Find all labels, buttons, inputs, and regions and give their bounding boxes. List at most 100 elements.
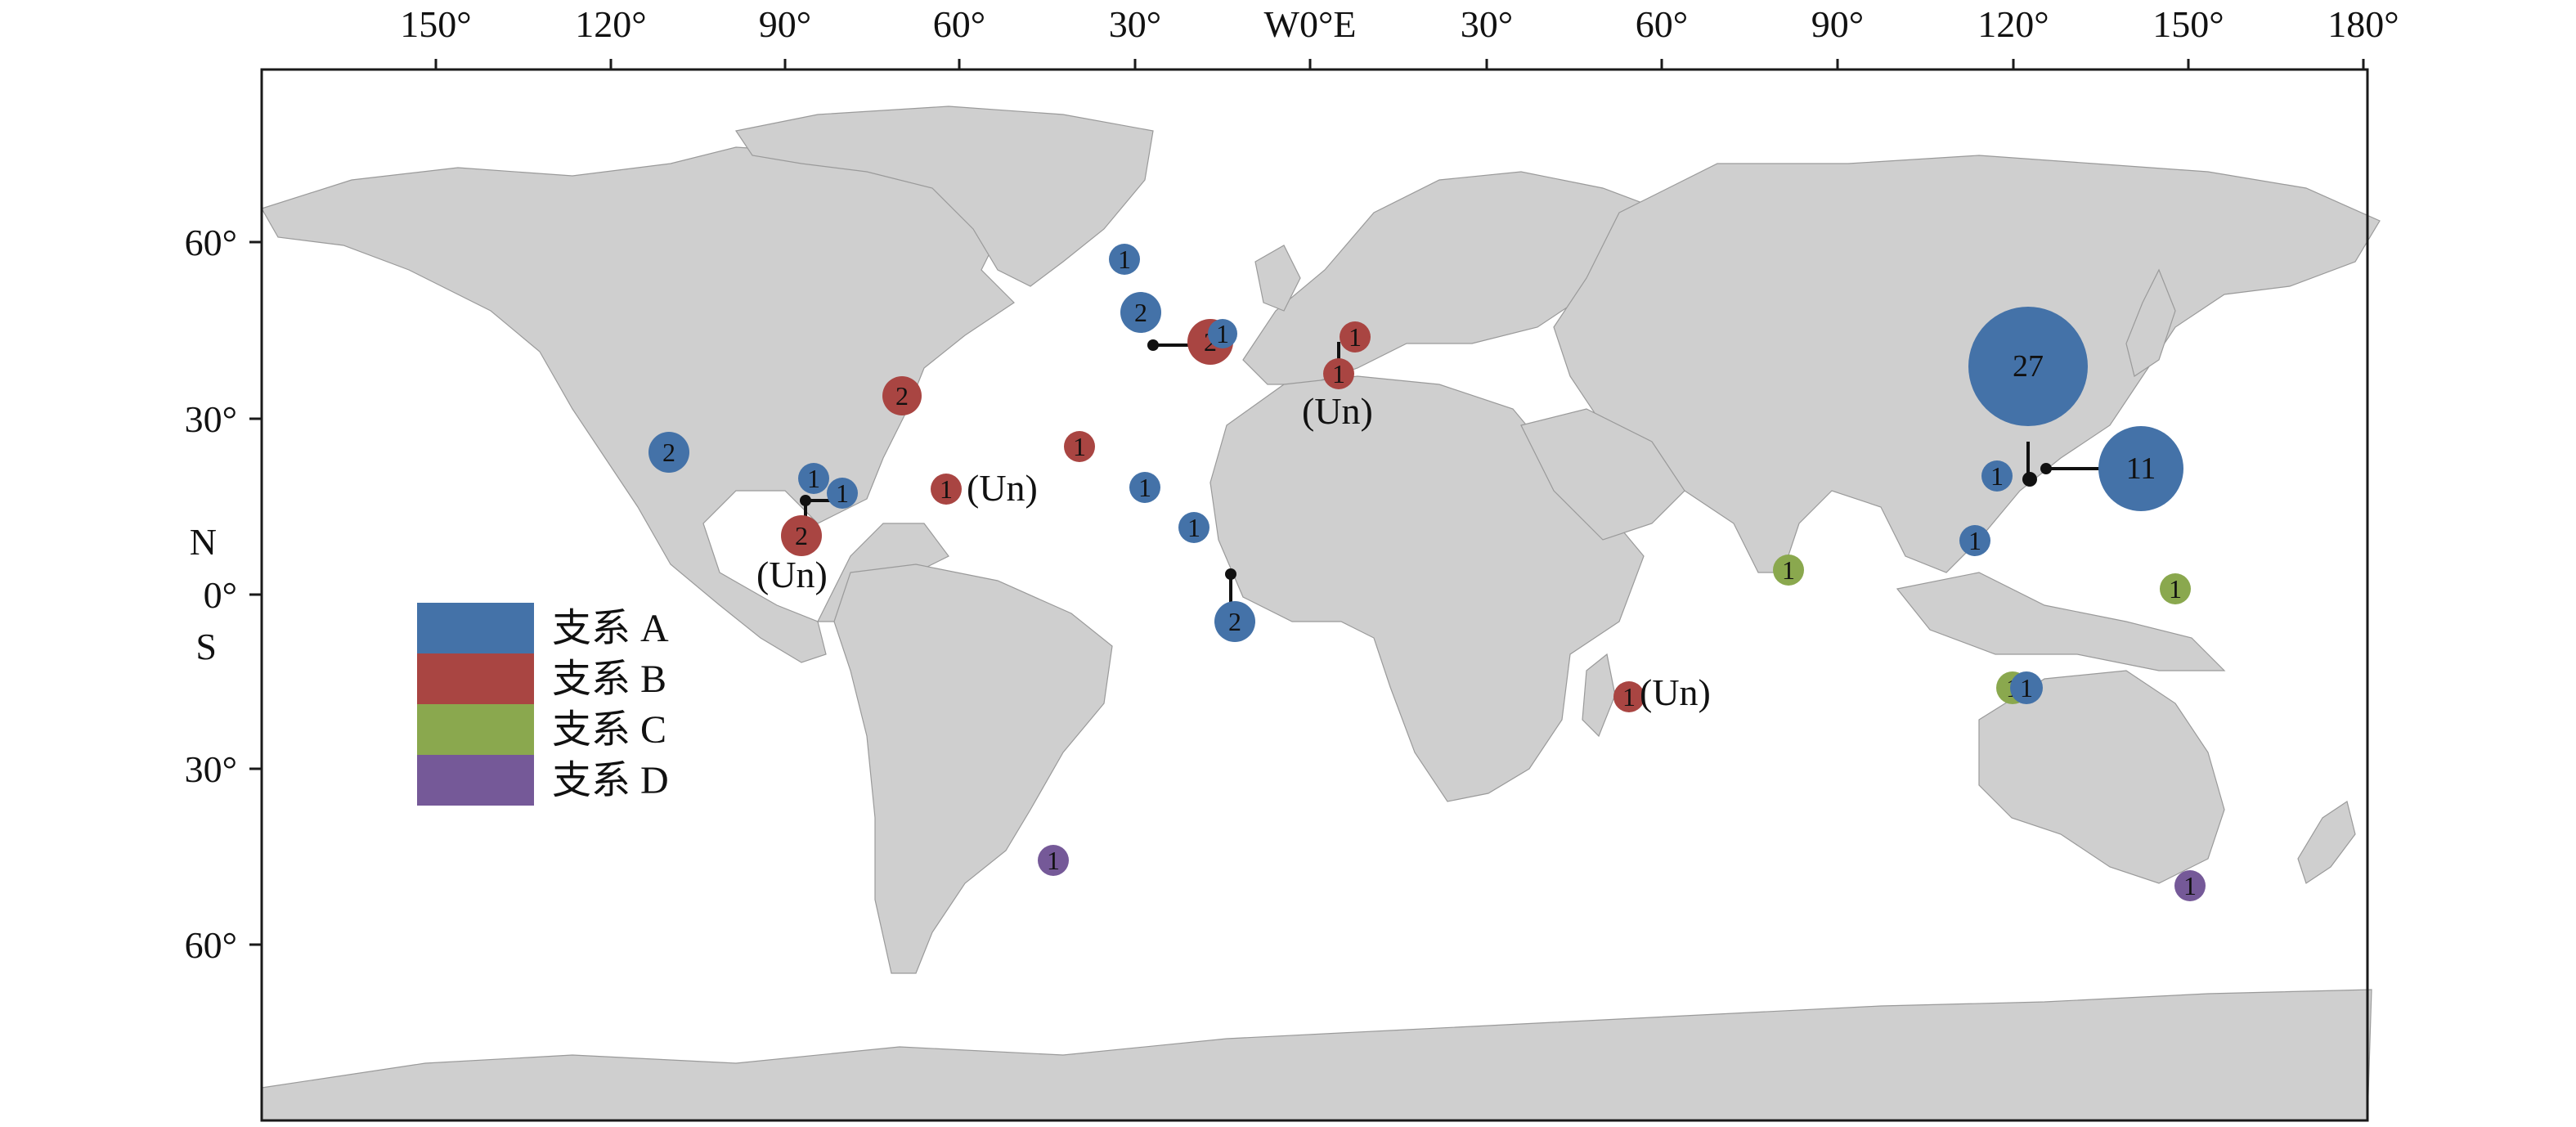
marker-count-label: 1	[940, 474, 953, 504]
latitude-ticks: 60° 30° N 0° S 30° 60°	[185, 222, 262, 966]
legend-label-clade-b: 支系 B	[552, 658, 666, 701]
leader-dot-caribbean	[800, 495, 811, 506]
sample-marker-clade-a: 1	[1208, 319, 1237, 348]
leader-dot-china	[2022, 472, 2037, 487]
callout-caribbean-east: (Un)	[967, 467, 1038, 509]
marker-count-label: 1	[807, 464, 820, 493]
marker-count-label: 1	[1047, 846, 1060, 875]
sample-marker-clade-b: 2	[781, 515, 822, 556]
landmass-layer	[261, 106, 2381, 1121]
longitude-tick-label: 30°	[1109, 3, 1161, 45]
sample-marker-clade-a: 1	[2010, 671, 2043, 704]
marker-count-label: 1	[1349, 322, 1362, 352]
callout-mauritius: (Un)	[1640, 671, 1711, 713]
marker-circle	[648, 432, 689, 473]
longitude-tick-label: 90°	[1811, 3, 1864, 45]
sample-marker-clade-c: 1	[2160, 573, 2191, 604]
marker-count-label: 1	[2169, 574, 2182, 604]
longitude-tick-label: 30°	[1461, 3, 1513, 45]
leader-dot-azores	[1147, 339, 1159, 351]
marker-circle	[1968, 307, 2088, 426]
marker-circle	[1959, 525, 1990, 556]
legend-label-clade-a: 支系 A	[552, 607, 669, 650]
sample-marker-clade-a: 1	[1129, 472, 1160, 503]
longitude-tick-label: W0°E	[1264, 3, 1357, 45]
latitude-tick-label: S	[195, 626, 217, 667]
landmass-africa	[1209, 375, 1645, 802]
legend-label-clade-c: 支系 C	[552, 708, 666, 752]
latitude-tick-label: N	[190, 521, 217, 563]
marker-count-label: 2	[1134, 298, 1147, 327]
latitude-tick-label: 30°	[185, 748, 237, 790]
marker-count-label: 1	[2183, 871, 2197, 900]
marker-count-label: 1	[1138, 473, 1151, 502]
sample-marker-clade-a: 1	[827, 478, 858, 509]
unassigned-callouts: (Un) (Un) (Un) (Un)	[756, 390, 1711, 713]
marker-count-label: 2	[895, 381, 909, 411]
marker-circle	[1323, 358, 1354, 389]
legend-swatch-clade-b	[417, 653, 534, 704]
sample-marker-clade-d: 1	[1038, 845, 1069, 876]
sample-marker-clade-c: 1	[1773, 555, 1804, 586]
marker-count-label: 1	[1782, 555, 1795, 585]
sample-marker-clade-a: 11	[2098, 426, 2183, 511]
leader-dot-taiwan	[2040, 463, 2052, 474]
sample-marker-clade-a: 2	[648, 432, 689, 473]
sample-marker-clade-d: 1	[2174, 870, 2206, 901]
legend-label-clade-d: 支系 D	[552, 759, 669, 802]
longitude-tick-label: 120°	[575, 3, 646, 45]
marker-count-label: 1	[1968, 526, 1981, 555]
longitude-tick-label: 150°	[2152, 3, 2224, 45]
marker-count-label: 2	[662, 438, 675, 467]
marker-circle	[781, 515, 822, 556]
landmass-japan	[2125, 268, 2176, 377]
marker-count-label: 11	[2126, 451, 2156, 486]
longitude-tick-label: 60°	[933, 3, 985, 45]
landmass-antarctica	[261, 989, 2372, 1121]
landmass-arabia	[1520, 408, 1685, 541]
marker-count-label: 2	[1228, 607, 1241, 636]
marker-circle	[1109, 244, 1140, 275]
longitude-tick-label: 120°	[1977, 3, 2049, 45]
longitude-tick-label: 150°	[400, 3, 471, 45]
legend: 支系 A 支系 B 支系 C 支系 D	[417, 603, 669, 806]
sample-marker-clade-a: 27	[1968, 307, 2088, 426]
marker-circle	[1340, 321, 1371, 352]
callout-mediterranean: (Un)	[1302, 390, 1373, 432]
sample-marker-clade-a: 1	[1981, 460, 2013, 492]
marker-circle	[931, 474, 962, 505]
sample-marker-clade-a: 1	[798, 463, 829, 494]
marker-count-label: 27	[2013, 349, 2044, 384]
marker-count-label: 2	[795, 521, 808, 550]
sample-marker-clade-a: 1	[1178, 512, 1209, 543]
latitude-tick-label: 60°	[185, 222, 237, 263]
landmass-australia	[1978, 670, 2225, 884]
sample-marker-clade-b: 1	[1613, 681, 1645, 712]
marker-count-label: 1	[1990, 461, 2004, 491]
marker-count-label: 1	[1216, 319, 1229, 348]
landmass-new-zealand	[2297, 801, 2356, 884]
sample-marker-clade-a: 1	[1109, 244, 1140, 275]
landmass-southeast-asia-islands	[1896, 572, 2226, 671]
legend-swatch-clade-d	[417, 755, 534, 806]
marker-circle	[1613, 681, 1645, 712]
marker-circle	[882, 376, 922, 415]
marker-count-label: 1	[836, 478, 849, 508]
longitude-ticks: 150° 120° 90° 60° 30° W0°E 30° 60° 90° 120° 150° 18…	[400, 3, 2399, 70]
marker-circle	[1178, 512, 1209, 543]
latitude-tick-label: 30°	[185, 398, 237, 440]
marker-circle	[1038, 845, 1069, 876]
marker-circle	[1214, 601, 1255, 642]
landmass-madagascar	[1582, 653, 1616, 738]
leader-dot-gulf-of-guinea	[1225, 568, 1236, 580]
marker-circle	[1129, 472, 1160, 503]
landmass-asia	[1553, 155, 2381, 573]
callout-central-america: (Un)	[756, 554, 828, 595]
sample-marker-clade-a: 1	[1959, 525, 1990, 556]
marker-circle	[2174, 870, 2206, 901]
marker-circle	[1064, 431, 1095, 462]
longitude-tick-label: 60°	[1636, 3, 1688, 45]
marker-count-label: 1	[1073, 432, 1086, 461]
marker-circle	[1981, 460, 2013, 492]
